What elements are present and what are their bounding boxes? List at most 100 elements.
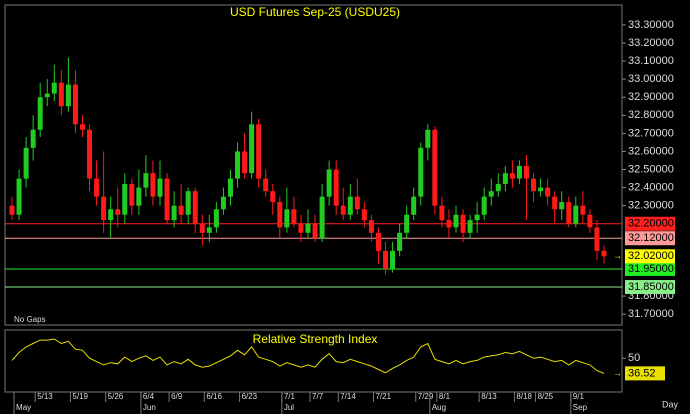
x-tick-label: 6/9 [171, 392, 183, 401]
candle-body [87, 129, 93, 179]
candle-body [587, 214, 593, 228]
candle-body [115, 209, 121, 215]
candle-body [460, 214, 466, 233]
candle-body [101, 196, 107, 221]
candle-body [418, 147, 424, 197]
x-tick-label: 6/23 [242, 392, 258, 401]
candle-body [37, 97, 43, 130]
candle-body [298, 223, 304, 233]
level-box [625, 231, 675, 246]
x-tick-label: 7/29 [418, 392, 434, 401]
candle-body [601, 250, 607, 257]
x-tick-label: 7/21 [375, 392, 391, 401]
candle-body [404, 214, 410, 233]
month-label: May [16, 403, 31, 412]
price-panel [4, 4, 623, 326]
candle-body [411, 196, 417, 215]
candle-body [467, 220, 473, 233]
month-label: Sep [573, 403, 588, 412]
candle-body [488, 191, 494, 197]
candle-body [72, 84, 78, 125]
x-tick-label: 7/14 [340, 392, 356, 401]
candle-body [383, 250, 389, 269]
level-box [625, 216, 675, 231]
level-box [625, 261, 675, 276]
candle-body [44, 93, 50, 98]
candle-body [319, 196, 325, 239]
candle-body [9, 205, 15, 215]
candle-body [347, 196, 353, 215]
candle-body [249, 124, 255, 174]
y-tick-label: 32.70000 [628, 127, 674, 139]
candle-body [235, 151, 241, 179]
candle-body [481, 196, 487, 215]
chart-title: USD Futures Sep-25 (USDU25) [230, 5, 400, 19]
candle-body [185, 191, 191, 215]
candle-body [58, 82, 64, 107]
x-tick-label: 5/13 [37, 392, 53, 401]
candle-body [390, 250, 396, 269]
candle-body [326, 169, 332, 197]
x-tick-label: 8/13 [481, 392, 497, 401]
candle-body [192, 191, 198, 224]
candle-body [502, 173, 508, 184]
candle-body [291, 209, 297, 224]
x-tick-label: 7/1 [284, 392, 296, 401]
candle-body [545, 187, 551, 197]
candle-body [136, 187, 142, 206]
y-tick-label: 31.70000 [628, 308, 674, 320]
candle-body [361, 209, 367, 221]
candle-body [566, 202, 572, 224]
candle-body [94, 178, 100, 197]
candle-body [164, 178, 170, 221]
x-tick-label: 8/18 [516, 392, 532, 401]
candle-body [340, 205, 346, 215]
candle-body [122, 183, 128, 215]
candle-body [65, 84, 71, 107]
candle-body [220, 196, 226, 210]
candle-body [79, 124, 85, 130]
candle-body [16, 178, 22, 215]
candle-body [495, 183, 501, 192]
candle-body [213, 209, 219, 228]
candle-body [594, 227, 600, 251]
candle-body [30, 129, 36, 148]
candle-body [206, 227, 212, 233]
month-label: Jun [143, 403, 156, 412]
candle-body [446, 220, 452, 228]
candle-body [199, 223, 205, 233]
rsi-arrow: → [613, 368, 622, 378]
candle-body [573, 205, 579, 224]
level-box [625, 280, 675, 295]
candle-body [397, 232, 403, 251]
last-price-arrow: → [613, 251, 622, 261]
y-tick-label: 33.00000 [628, 73, 674, 85]
candle-body [552, 196, 558, 210]
y-tick-label: 32.30000 [628, 200, 674, 212]
y-tick-label: 32.80000 [628, 109, 674, 121]
candle-body [509, 173, 515, 179]
x-tick-label: 5/19 [72, 392, 88, 401]
candle-body [516, 165, 522, 179]
candle-body [312, 223, 318, 239]
gap-note: No Gaps [14, 315, 46, 324]
candle-body [51, 82, 57, 94]
last-price-box [625, 249, 675, 264]
candle-body [559, 202, 565, 210]
rsi-panel [4, 329, 623, 393]
candle-body [178, 205, 184, 215]
candle-body [129, 183, 135, 206]
candle-body [23, 147, 29, 179]
y-tick-label: 32.40000 [628, 182, 674, 194]
candle-body [523, 165, 529, 179]
y-tick-label: 33.20000 [628, 37, 674, 49]
level-label: 31.95000 [628, 263, 674, 275]
candle-body [256, 124, 262, 179]
candle-body [143, 173, 149, 188]
x-tick-label: 9/1 [573, 392, 585, 401]
candle-body [277, 202, 283, 228]
x-tick-label: 8/1 [439, 392, 451, 401]
y-tick-label: 33.30000 [628, 19, 674, 31]
rsi-value-label: 36.52 [628, 367, 656, 379]
